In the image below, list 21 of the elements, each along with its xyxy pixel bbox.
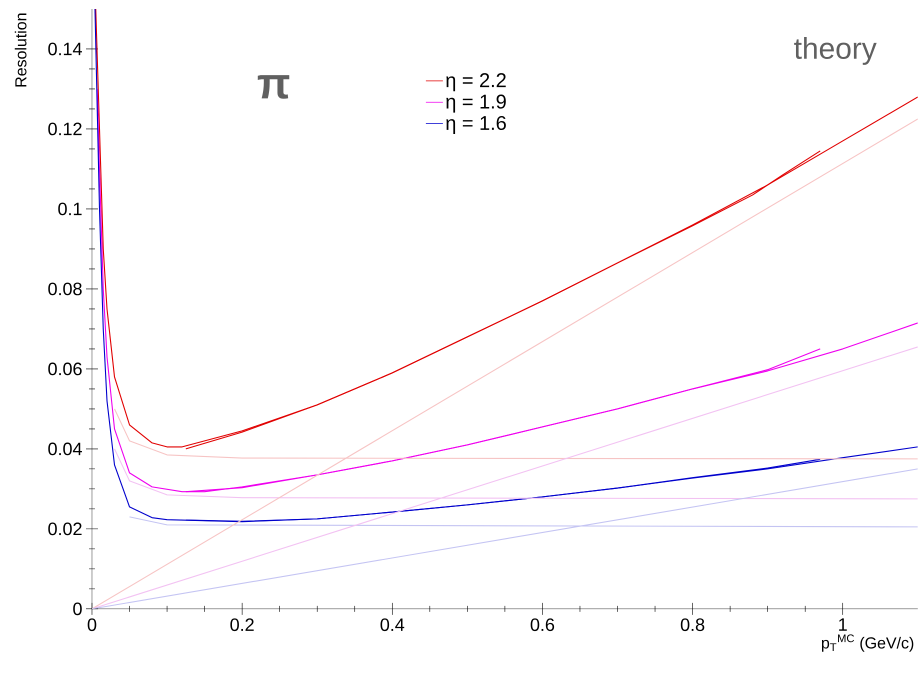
x-tick-label: 1 xyxy=(839,618,847,631)
legend-label: η = 1.9 xyxy=(446,94,506,113)
legend-label: η = 1.6 xyxy=(446,116,506,134)
y-tick-label: 0.1 xyxy=(58,202,82,216)
annotation: π xyxy=(258,75,290,99)
annotation: theory xyxy=(794,37,877,65)
legend-label: η = 2.2 xyxy=(446,73,506,92)
y-tick-label: 0.08 xyxy=(48,282,82,296)
y-axis-title: Resolution xyxy=(14,14,26,87)
x-tick-label: 0.4 xyxy=(380,618,404,632)
y-tick-label: 0.02 xyxy=(48,522,82,536)
y-tick-label: 0.06 xyxy=(48,362,82,376)
x-tick-label: 0.6 xyxy=(530,618,554,632)
x-tick-label: 0 xyxy=(88,618,96,632)
y-tick-label: 0.14 xyxy=(48,42,82,56)
x-axis-title: p$_{T}$$^{MC}$ (GeV/c) xyxy=(822,634,914,652)
y-tick-label: 0.04 xyxy=(48,442,82,456)
y-tick-label: 0.12 xyxy=(48,122,82,136)
x-tick-label: 0.2 xyxy=(230,618,254,632)
x-tick-label: 0.8 xyxy=(680,618,704,632)
y-tick-label: 0 xyxy=(73,602,82,616)
